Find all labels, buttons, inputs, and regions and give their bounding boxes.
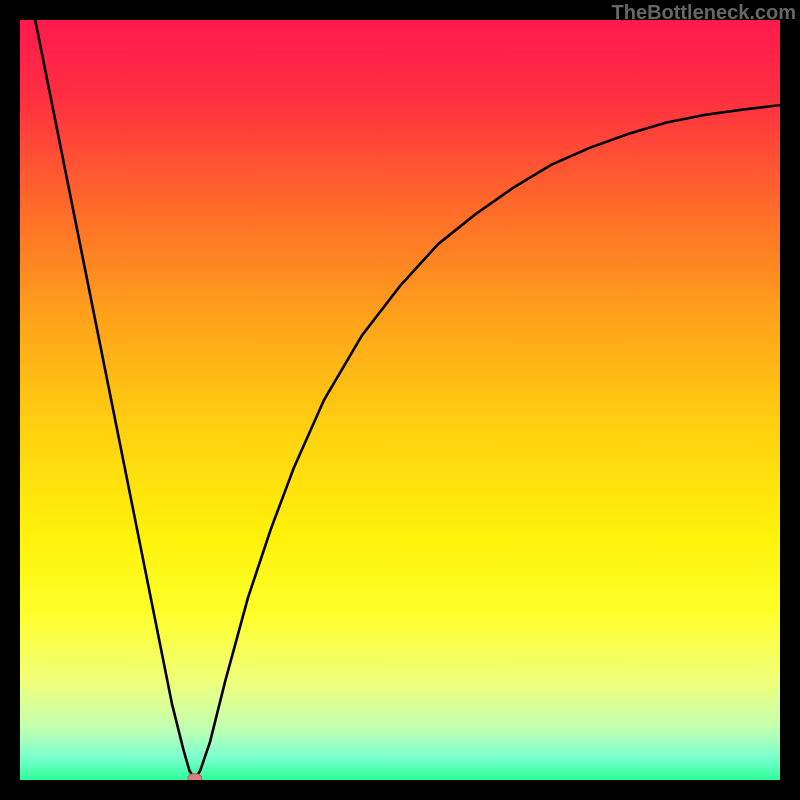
minimum-marker (188, 773, 202, 780)
watermark-text: TheBottleneck.com (612, 2, 796, 25)
chart-background (20, 20, 780, 780)
chart-svg (20, 20, 780, 780)
chart-plot-area (20, 20, 780, 780)
